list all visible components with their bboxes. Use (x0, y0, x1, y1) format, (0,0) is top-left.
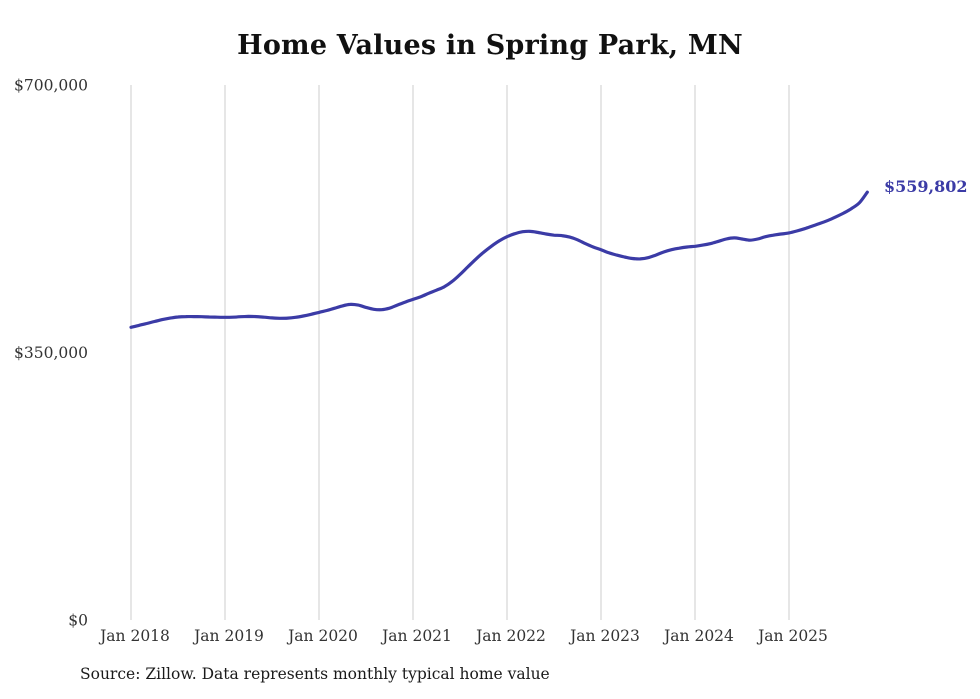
y-tick-label: $700,000 (14, 77, 88, 95)
x-tick-label: Jan 2025 (756, 627, 828, 645)
x-tick-label: Jan 2021 (380, 627, 452, 645)
y-tick-label: $350,000 (14, 344, 88, 362)
x-tick-label: Jan 2018 (98, 627, 170, 645)
x-tick-label: Jan 2019 (192, 627, 264, 645)
x-tick-label: Jan 2020 (286, 627, 358, 645)
end-value-label: $559,802 (884, 177, 968, 196)
x-tick-label: Jan 2024 (662, 627, 734, 645)
x-tick-label: Jan 2023 (568, 627, 640, 645)
series-line (129, 190, 869, 329)
y-tick-label: $0 (68, 612, 88, 630)
chart-title: Home Values in Spring Park, MN (237, 30, 743, 61)
x-tick-label: Jan 2022 (474, 627, 546, 645)
source-note: Source: Zillow. Data represents monthly … (80, 665, 550, 683)
